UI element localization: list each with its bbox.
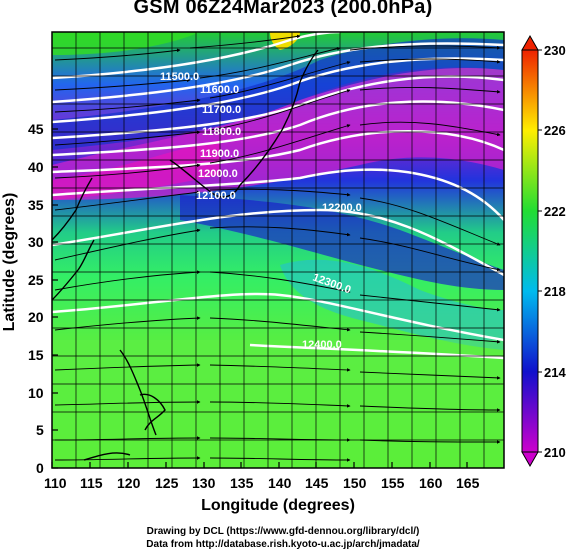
y-tick-label: 15: [28, 347, 44, 363]
contour-label: 11600.0: [200, 84, 239, 96]
y-tick-label: 20: [28, 309, 44, 325]
colorbar-tick-label: 226: [544, 123, 566, 138]
colorbar-gradient: [521, 49, 539, 453]
colorbar-tick-label: 210: [544, 445, 566, 460]
x-tick-label: 150: [343, 475, 367, 491]
contour-label: 11500.0: [160, 71, 199, 83]
y-tick-label: 25: [28, 272, 44, 288]
colorbar-tick-label: 230: [544, 43, 566, 58]
coordinate-grid: [52, 32, 504, 468]
y-tick-label: 40: [28, 159, 44, 175]
plot-frame: [51, 31, 505, 469]
map-title: GSM 06Z24Mar2023 (200.0hPa): [133, 0, 433, 18]
credit-drawing: Drawing by DCL (https://www.gfd-dennou.o…: [146, 526, 420, 537]
contour-label: 12000.0: [198, 168, 238, 180]
height-contours: [52, 32, 504, 360]
shaded-field: 11500.0 11600.0 11700.0 11800.0 11900.0 …: [52, 32, 504, 468]
x-tick-label: 155: [381, 475, 405, 491]
x-tick-label: 125: [155, 475, 179, 491]
colorbar-max-arrow: [521, 34, 539, 51]
y-tick-label: 10: [28, 385, 44, 401]
contour-label: 11900.0: [200, 148, 239, 160]
x-tick-label: 135: [230, 475, 254, 491]
x-tick-label: 130: [192, 475, 216, 491]
y-tick-label: 0: [36, 460, 44, 476]
colorbar-tick-label: 222: [544, 204, 566, 219]
x-tick-label: 145: [305, 475, 329, 491]
credit-data: Data from http://database.rish.kyoto-u.a…: [146, 539, 420, 550]
contour-label: 12400.0: [302, 339, 342, 351]
x-axis-title: Longitude (degrees): [201, 497, 355, 514]
contour-label: 12100.0: [196, 190, 236, 202]
y-tick-label: 5: [36, 422, 44, 438]
contour-label: 11700.0: [202, 104, 241, 116]
colorbar-tick-label: 214: [544, 365, 566, 380]
contour-label: 12200.0: [322, 202, 362, 214]
streamlines: [54, 34, 501, 462]
x-tick-label: 115: [80, 475, 103, 491]
y-tick-label: 30: [28, 234, 44, 250]
x-axis: 110 115 120 125 130 135 140 145 150 155 …: [44, 462, 480, 514]
x-tick-label: 140: [268, 475, 292, 491]
y-axis: 0 5 10 15 20 25 30 35 40 45 Latitude (de…: [1, 121, 58, 476]
y-tick-label: 35: [28, 197, 44, 213]
x-tick-label: 120: [117, 475, 141, 491]
x-tick-label: 160: [419, 475, 443, 491]
coastlines: [52, 49, 319, 461]
colorbar-min-arrow: [521, 451, 539, 468]
x-tick-label: 110: [44, 475, 67, 491]
colorbar: 210 214 218 222 226 230: [521, 34, 566, 468]
colorbar-tick-label: 218: [544, 284, 566, 299]
x-tick-label: 165: [456, 475, 480, 491]
contour-label: 11800.0: [202, 126, 241, 138]
y-axis-title: Latitude (degrees): [1, 193, 18, 332]
y-tick-label: 45: [28, 121, 44, 137]
